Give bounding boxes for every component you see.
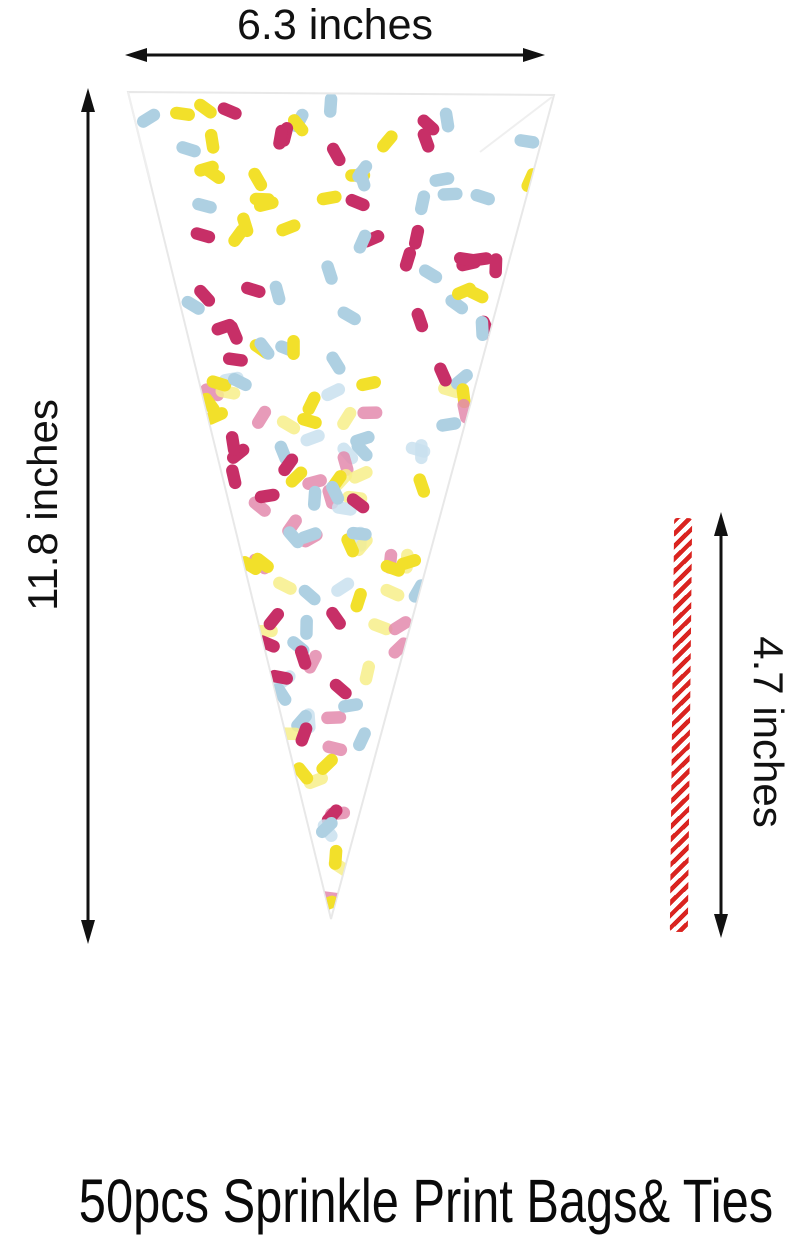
width-dimension-arrow bbox=[125, 48, 545, 62]
width-dimension-label: 6.3 inches bbox=[236, 1, 434, 49]
arrowhead-left-icon bbox=[125, 48, 147, 62]
sprinkle-pattern bbox=[137, 93, 540, 913]
arrowhead-down-icon bbox=[714, 914, 728, 938]
arrowhead-up-icon bbox=[81, 88, 95, 112]
arrowhead-up-icon bbox=[714, 512, 728, 536]
product-caption: 50pcs Sprinkle Print Bags& Ties bbox=[78, 1167, 774, 1235]
tie-length-dimension-arrow bbox=[714, 512, 728, 938]
arrowhead-right-icon bbox=[523, 48, 545, 62]
arrowhead-down-icon bbox=[81, 920, 95, 944]
height-dimension-arrow bbox=[81, 88, 95, 944]
tie-length-dimension-label: 4.7 inches bbox=[745, 636, 788, 828]
bag-corner-crease-left bbox=[127, 91, 151, 181]
bag-corner-crease bbox=[479, 96, 553, 153]
